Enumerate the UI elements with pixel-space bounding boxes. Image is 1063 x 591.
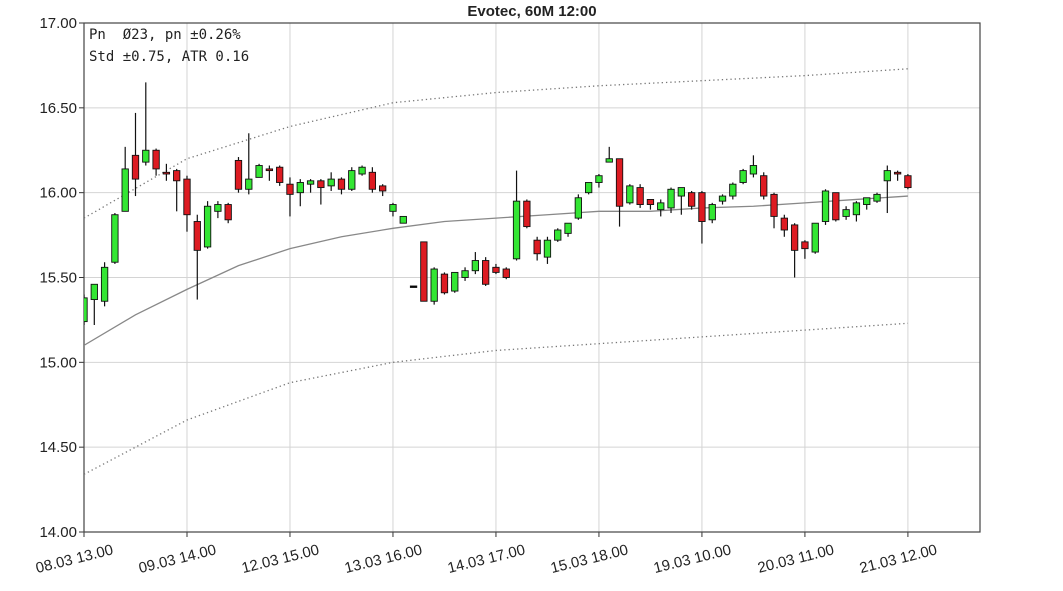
candle-body [904, 175, 912, 189]
candle-body [420, 241, 428, 302]
candle-body [451, 271, 459, 292]
candle-body [677, 187, 685, 197]
candle-body [90, 283, 98, 301]
y-tick-label: 14.50 [39, 439, 77, 456]
candle-body [234, 159, 243, 190]
candle-body [718, 195, 727, 202]
candle-body [203, 205, 212, 248]
candle-body [409, 285, 418, 288]
candle-body [296, 182, 304, 194]
candle-body [760, 175, 768, 197]
candle-body [708, 204, 716, 221]
candle-body [873, 193, 881, 202]
y-tick-label: 14.00 [39, 524, 77, 541]
candle-body [729, 183, 737, 197]
candle-body [657, 202, 665, 211]
candle-body [84, 297, 88, 323]
candle-body [780, 217, 788, 231]
y-tick-label: 15.00 [39, 354, 77, 371]
candle-body [317, 180, 325, 189]
candle-body [224, 204, 232, 221]
candle-body [121, 168, 129, 212]
candle-body [749, 165, 758, 175]
candle-body [842, 209, 850, 217]
candle-body [646, 199, 655, 205]
candle-body [863, 197, 871, 205]
candle-body [131, 154, 140, 180]
candle-body [811, 222, 819, 253]
candle-body [585, 182, 593, 194]
candle-body [306, 180, 315, 185]
candle-body [276, 166, 284, 183]
candle-body [379, 185, 387, 192]
plot-frame [83, 22, 981, 533]
candle-body [100, 266, 109, 302]
candle-body [368, 171, 377, 190]
candle-body [183, 178, 191, 216]
y-tick-label: 16.00 [39, 185, 77, 202]
candle-body [461, 270, 469, 278]
candle-body [348, 170, 356, 190]
candle-body [605, 158, 613, 163]
candle-body [152, 149, 160, 170]
candle-body [615, 158, 624, 207]
candle-body [636, 187, 644, 205]
candle-body [162, 171, 171, 175]
plot-area [84, 68, 912, 475]
candle-body [193, 221, 201, 251]
candle-body [564, 222, 572, 234]
indicator-line [84, 68, 908, 219]
candle-body [883, 170, 891, 182]
indicator-line [84, 322, 908, 475]
candle-body [821, 190, 830, 222]
candle-body [739, 170, 747, 183]
annotation: Std ±0.75, ATR 0.16 [89, 49, 249, 65]
candle-body [523, 200, 531, 228]
candle-body [626, 185, 634, 204]
candle-body [893, 171, 902, 175]
candle-body [286, 183, 294, 195]
candle-body [327, 178, 335, 187]
candle-body [832, 192, 840, 221]
candle-body [533, 239, 541, 255]
y-tick-label: 16.50 [39, 100, 77, 117]
chart-title: Evotec, 60M 12:00 [467, 3, 596, 20]
candle-body [512, 200, 521, 260]
candle-body [502, 268, 510, 278]
candle-body [214, 204, 222, 212]
annotation: Pn Ø23, pn ±0.26% [89, 27, 241, 43]
candle-body [574, 197, 582, 219]
candle-body [482, 260, 490, 285]
candle-body [492, 266, 500, 273]
candle-body [698, 192, 706, 222]
candle-body [595, 175, 603, 183]
candle-body [667, 188, 675, 209]
candle-body [543, 239, 552, 258]
y-tick-label: 15.50 [39, 270, 77, 287]
candle-body [852, 202, 861, 216]
candle-body [471, 260, 479, 272]
candle-body [801, 241, 809, 250]
candle-body [399, 215, 407, 224]
candle-body [111, 214, 119, 263]
candle-body [265, 168, 274, 172]
candle-body [255, 165, 263, 178]
candle-body [389, 204, 397, 212]
candle-body [770, 193, 778, 217]
candle-body [687, 192, 696, 207]
candle-body [337, 178, 346, 190]
candle-body [142, 149, 150, 163]
candle-body [440, 273, 449, 294]
candle-body [245, 178, 253, 190]
candle-body [790, 224, 799, 251]
candle-body [173, 170, 181, 182]
candle-body [430, 268, 438, 302]
y-tick-label: 17.00 [39, 15, 77, 32]
candle-body [358, 166, 366, 175]
candle-body [554, 229, 562, 241]
